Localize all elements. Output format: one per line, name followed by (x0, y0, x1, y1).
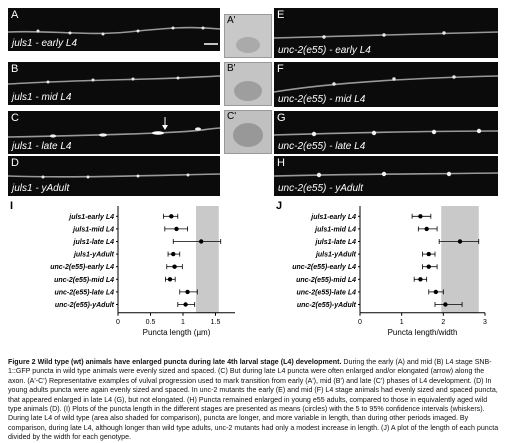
panel-d-letter: D (11, 157, 19, 169)
panel-a-prime-letter: A' (227, 15, 236, 26)
chart-j: 0 1 2 3 Puncta length/width juls1-early L4 jul… (292, 206, 487, 337)
panel-c-neuron (8, 117, 220, 138)
x-tick-label: 2 (441, 319, 445, 326)
panel-b-neuron (8, 75, 220, 85)
panel-a-prime: A' (224, 14, 272, 58)
category-label: juls1-yAdult (73, 252, 115, 259)
panel-b-prime: B' (224, 62, 272, 106)
caption-body: During the early (A) and mid (B) L4 stag… (8, 358, 499, 442)
category-label: unc-2(e55)-late L4 (296, 289, 356, 296)
x-tick-label: 0 (116, 319, 120, 326)
category-label: unc-2(e55)-yAdult (55, 302, 115, 309)
data-point (174, 226, 179, 232)
panel-h: H unc-2(e55) - yAdult (274, 156, 498, 196)
panel-h-letter: H (277, 157, 285, 169)
panel-f-caption: unc-2(e55) - mid L4 (278, 94, 366, 105)
shaded-region (196, 206, 219, 313)
panel-f-neuron (274, 75, 498, 93)
panel-c-prime-letter: C' (227, 111, 237, 122)
panel-f: F unc-2(e55) - mid L4 (274, 62, 498, 107)
panel-f-letter: F (277, 63, 284, 75)
panel-b-prime-image (225, 63, 271, 105)
x-tick-label: 0.5 (146, 319, 156, 326)
data-point (426, 264, 431, 269)
panel-d: D juls1 - yAdult (8, 156, 220, 196)
data-point (424, 226, 429, 232)
data-point (171, 251, 176, 257)
x-tick-label: 1.5 (211, 319, 221, 326)
data-point (167, 277, 173, 282)
panel-g: G unc-2(e55) - late L4 (274, 111, 498, 154)
panel-a-caption: juls1 - early L4 (12, 38, 78, 49)
data-point (185, 289, 190, 295)
category-label: unc-2(e55)-late L4 (54, 289, 114, 296)
category-label: unc-2(e55)-early L4 (50, 264, 114, 271)
data-point (418, 277, 423, 282)
data-point (457, 239, 463, 244)
panel-c-letter: C (11, 112, 19, 124)
panel-e-neuron (274, 31, 498, 39)
category-label: juls1-early L4 (68, 214, 114, 221)
panel-e: E unc-2(e55) - early L4 (274, 8, 498, 58)
panel-c: C juls1 - late L4 (8, 111, 220, 154)
figure-2: A juls1 - early L4 B juls1 - mid L4 C ju… (8, 8, 499, 442)
panel-h-caption: unc-2(e55) - yAdult (278, 183, 364, 194)
panel-a-prime-image (225, 15, 271, 57)
data-point (443, 302, 448, 307)
x-axis-label: Puncta length/width (388, 328, 458, 337)
panel-a-neuron (8, 26, 220, 45)
category-label: unc-2(e55)-mid L4 (296, 277, 356, 284)
category-label: juls1-yAdult (315, 252, 357, 259)
x-axis-label: Puncta length (µm) (143, 328, 211, 337)
panel-g-letter: G (277, 112, 286, 124)
x-tick-label: 1 (181, 319, 185, 326)
shaded-region (441, 206, 479, 313)
caption-title: Figure 2 Wild type (wt) animals have enl… (8, 358, 342, 366)
panel-h-neuron (274, 171, 498, 178)
chart-i-letter: I (10, 200, 14, 212)
panel-b-letter: B (11, 63, 19, 75)
data-point (426, 251, 431, 257)
data-point (172, 264, 177, 269)
data-point (418, 214, 423, 219)
panel-a: A juls1 - early L4 (8, 8, 220, 51)
x-tick-label: 1 (400, 319, 404, 326)
panel-g-caption: unc-2(e55) - late L4 (278, 141, 366, 152)
panel-d-caption: juls1 - yAdult (12, 183, 70, 194)
panel-d-neuron (8, 173, 220, 179)
category-label: juls1-mid L4 (314, 226, 356, 233)
panel-c-caption: juls1 - late L4 (12, 141, 72, 152)
panel-g-neuron (274, 128, 498, 137)
category-label: juls1-mid L4 (72, 226, 114, 233)
category-label: unc-2(e55)-early L4 (292, 264, 356, 271)
figure-caption: Figure 2 Wild type (wt) animals have enl… (8, 358, 500, 443)
x-tick-label: 0 (358, 319, 362, 326)
panel-b: B juls1 - mid L4 (8, 62, 220, 105)
panel-a-letter: A (11, 9, 19, 21)
category-label: juls1-late L4 (315, 239, 357, 246)
data-point (183, 302, 188, 307)
x-tick-label: 3 (483, 319, 487, 326)
category-label: unc-2(e55)-mid L4 (54, 277, 114, 284)
category-label: juls1-late L4 (73, 239, 115, 246)
chart-j-letter: J (276, 200, 283, 212)
data-point (433, 289, 439, 295)
category-label: unc-2(e55)-yAdult (297, 302, 357, 309)
data-point (169, 214, 174, 219)
panel-e-letter: E (277, 9, 285, 21)
panel-c-prime: C' (224, 110, 272, 154)
panel-b-caption: juls1 - mid L4 (12, 92, 72, 103)
panel-e-caption: unc-2(e55) - early L4 (278, 45, 371, 56)
category-label: juls1-early L4 (310, 214, 356, 221)
data-point (199, 239, 204, 244)
panel-c-prime-image (225, 111, 271, 153)
panel-b-prime-letter: B' (227, 63, 236, 74)
